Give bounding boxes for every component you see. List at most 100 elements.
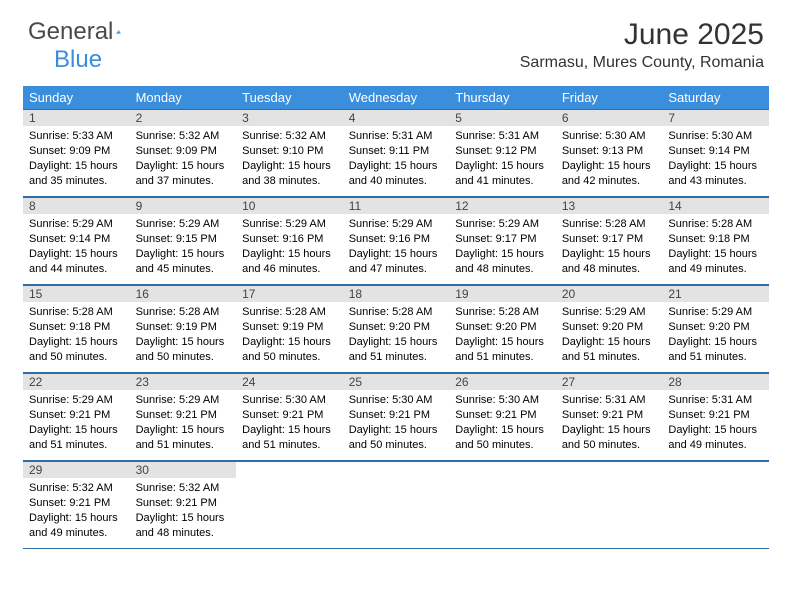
sunset-line: Sunset: 9:21 PM <box>562 408 657 423</box>
calendar-cell: 9Sunrise: 5:29 AMSunset: 9:15 PMDaylight… <box>130 197 237 285</box>
sunrise-line: Sunrise: 5:28 AM <box>455 305 550 320</box>
calendar-row: 1Sunrise: 5:33 AMSunset: 9:09 PMDaylight… <box>23 109 769 197</box>
sunset-line: Sunset: 9:14 PM <box>668 144 763 159</box>
calendar-cell: 5 Sunrise: 5:31 AMSunset: 9:12 PMDaylight… <box>449 109 556 197</box>
sunrise-line: Sunrise: 5:32 AM <box>29 481 124 496</box>
calendar-cell: 11Sunrise: 5:29 AMSunset: 9:16 PMDayligh… <box>343 197 450 285</box>
calendar-cell: 29 Sunrise: 5:32 AMSunset: 9:21 PMDayligh… <box>23 461 130 549</box>
daylight-line: Daylight: 15 hours and 51 minutes. <box>242 423 337 453</box>
sunset-line: Sunset: 9:09 PM <box>29 144 124 159</box>
weekday-header: Saturday <box>662 86 769 109</box>
calendar-cell: 13Sunrise: 5:28 AMSunset: 9:17 PMDayligh… <box>556 197 663 285</box>
daylight-line: Daylight: 15 hours and 42 minutes. <box>562 159 657 189</box>
weekday-header: Monday <box>130 86 237 109</box>
day-number: 20 <box>556 286 663 302</box>
day-number: 9 <box>130 198 237 214</box>
calendar-row: 29Sunrise: 5:32 AMSunset: 9:21 PMDayligh… <box>23 461 769 549</box>
calendar-cell: 30Sunrise: 5:32 AMSunset: 9:21 PMDayligh… <box>130 461 237 549</box>
weekday-header: Sunday <box>23 86 130 109</box>
sunrise-line: Sunrise: 5:29 AM <box>562 305 657 320</box>
sunset-line: Sunset: 9:21 PM <box>455 408 550 423</box>
daylight-line: Daylight: 15 hours and 48 minutes. <box>136 511 231 541</box>
sunrise-line: Sunrise: 5:30 AM <box>668 129 763 144</box>
calendar-cell: 1Sunrise: 5:33 AMSunset: 9:09 PMDaylight… <box>23 109 130 197</box>
day-number: 23 <box>130 374 237 390</box>
sunset-line: Sunset: 9:18 PM <box>29 320 124 335</box>
sunrise-line: Sunrise: 5:28 AM <box>562 217 657 232</box>
daylight-line: Daylight: 15 hours and 51 minutes. <box>349 335 444 365</box>
daylight-line: Daylight: 15 hours and 51 minutes. <box>29 423 124 453</box>
calendar-cell: 19Sunrise: 5:28 AMSunset: 9:20 PMDayligh… <box>449 285 556 373</box>
day-number: 22 <box>23 374 130 390</box>
calendar-cell-empty <box>236 461 343 549</box>
calendar-cell: 21Sunrise: 5:29 AMSunset: 9:20 PMDayligh… <box>662 285 769 373</box>
sunset-line: Sunset: 9:21 PM <box>349 408 444 423</box>
calendar-cell: 10Sunrise: 5:29 AMSunset: 9:16 PMDayligh… <box>236 197 343 285</box>
sunrise-line: Sunrise: 5:31 AM <box>455 129 550 144</box>
logo: General <box>28 18 142 46</box>
sunset-line: Sunset: 9:20 PM <box>349 320 444 335</box>
daylight-line: Daylight: 15 hours and 51 minutes. <box>668 335 763 365</box>
sunrise-line: Sunrise: 5:30 AM <box>349 393 444 408</box>
day-number: 12 <box>449 198 556 214</box>
sunrise-line: Sunrise: 5:33 AM <box>29 129 124 144</box>
daylight-line: Daylight: 15 hours and 47 minutes. <box>349 247 444 277</box>
daylight-line: Daylight: 15 hours and 41 minutes. <box>455 159 550 189</box>
sunset-line: Sunset: 9:21 PM <box>136 496 231 511</box>
calendar-cell: 18Sunrise: 5:28 AMSunset: 9:20 PMDayligh… <box>343 285 450 373</box>
day-number: 27 <box>556 374 663 390</box>
calendar-row: 15Sunrise: 5:28 AMSunset: 9:18 PMDayligh… <box>23 285 769 373</box>
day-number: 29 <box>23 462 130 478</box>
sunset-line: Sunset: 9:21 PM <box>29 496 124 511</box>
calendar-cell-empty <box>556 461 663 549</box>
calendar-cell-empty <box>449 461 556 549</box>
calendar-cell: 17Sunrise: 5:28 AMSunset: 9:19 PMDayligh… <box>236 285 343 373</box>
calendar-cell: 27Sunrise: 5:31 AMSunset: 9:21 PMDayligh… <box>556 373 663 461</box>
calendar-row: 22Sunrise: 5:29 AMSunset: 9:21 PMDayligh… <box>23 373 769 461</box>
sunrise-line: Sunrise: 5:32 AM <box>136 129 231 144</box>
day-number: 24 <box>236 374 343 390</box>
sunrise-line: Sunrise: 5:29 AM <box>136 217 231 232</box>
sunset-line: Sunset: 9:21 PM <box>668 408 763 423</box>
sunrise-line: Sunrise: 5:31 AM <box>562 393 657 408</box>
sunrise-line: Sunrise: 5:29 AM <box>242 217 337 232</box>
daylight-line: Daylight: 15 hours and 49 minutes. <box>29 511 124 541</box>
location-label: Sarmasu, Mures County, Romania <box>520 54 764 72</box>
sunset-line: Sunset: 9:12 PM <box>455 144 550 159</box>
daylight-line: Daylight: 15 hours and 50 minutes. <box>29 335 124 365</box>
day-number: 25 <box>343 374 450 390</box>
day-number: 8 <box>23 198 130 214</box>
sunset-line: Sunset: 9:11 PM <box>349 144 444 159</box>
calendar-cell: 15 Sunrise: 5:28 AMSunset: 9:18 PMDayligh… <box>23 285 130 373</box>
day-number: 17 <box>236 286 343 302</box>
weekday-header: Thursday <box>449 86 556 109</box>
calendar-row: 8Sunrise: 5:29 AMSunset: 9:14 PMDaylight… <box>23 197 769 285</box>
calendar-cell: 20Sunrise: 5:29 AMSunset: 9:20 PMDayligh… <box>556 285 663 373</box>
sunset-line: Sunset: 9:16 PM <box>242 232 337 247</box>
sunrise-line: Sunrise: 5:28 AM <box>242 305 337 320</box>
day-number: 15 <box>23 286 130 302</box>
sunset-line: Sunset: 9:17 PM <box>455 232 550 247</box>
day-number: 2 <box>130 110 237 126</box>
logo-sail-icon <box>116 21 121 43</box>
calendar-cell-empty <box>662 461 769 549</box>
sunrise-line: Sunrise: 5:30 AM <box>242 393 337 408</box>
day-number: 5 <box>449 110 556 126</box>
sunset-line: Sunset: 9:18 PM <box>668 232 763 247</box>
daylight-line: Daylight: 15 hours and 44 minutes. <box>29 247 124 277</box>
daylight-line: Daylight: 15 hours and 49 minutes. <box>668 247 763 277</box>
sunset-line: Sunset: 9:14 PM <box>29 232 124 247</box>
sunset-line: Sunset: 9:19 PM <box>242 320 337 335</box>
day-number: 18 <box>343 286 450 302</box>
day-number: 11 <box>343 198 450 214</box>
sunset-line: Sunset: 9:21 PM <box>29 408 124 423</box>
calendar-table: Sunday Monday Tuesday Wednesday Thursday… <box>23 86 769 549</box>
calendar-cell: 28Sunrise: 5:31 AMSunset: 9:21 PMDayligh… <box>662 373 769 461</box>
daylight-line: Daylight: 15 hours and 51 minutes. <box>455 335 550 365</box>
sunrise-line: Sunrise: 5:29 AM <box>455 217 550 232</box>
calendar-cell: 14Sunrise: 5:28 AMSunset: 9:18 PMDayligh… <box>662 197 769 285</box>
daylight-line: Daylight: 15 hours and 51 minutes. <box>136 423 231 453</box>
day-number: 26 <box>449 374 556 390</box>
sunrise-line: Sunrise: 5:28 AM <box>29 305 124 320</box>
daylight-line: Daylight: 15 hours and 40 minutes. <box>349 159 444 189</box>
